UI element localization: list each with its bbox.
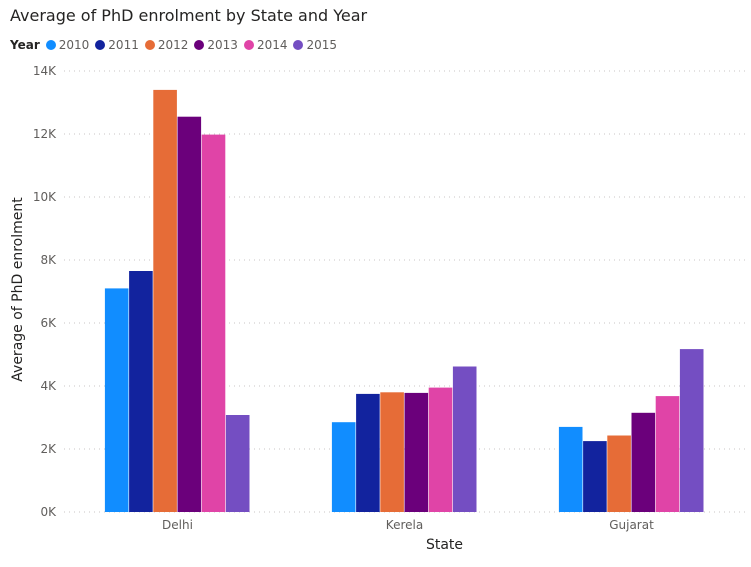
legend-dot-icon [194, 40, 205, 50]
legend-item-2012[interactable]: 2012 [144, 38, 189, 52]
bar-gujarat-2015 [679, 349, 704, 512]
legend-label: 2011 [108, 38, 139, 52]
x-tick-label: Gujarat [609, 518, 654, 532]
legend-item-2015[interactable]: 2015 [293, 38, 337, 52]
legend-item-2014[interactable]: 2014 [243, 38, 288, 52]
legend-item-2011[interactable]: 2011 [95, 38, 139, 52]
x-tick-label: Delhi [162, 518, 193, 532]
chart-title: Average of PhD enrolment by State and Ye… [10, 6, 368, 25]
legend-dot-icon [293, 40, 304, 50]
y-tick-label: 12K [33, 127, 57, 141]
legend-label: 2015 [306, 38, 338, 52]
legend-label: 2013 [207, 38, 238, 52]
y-tick-label: 8K [40, 253, 57, 267]
legend-label: 2012 [157, 38, 189, 52]
x-axis-title: State [426, 537, 463, 553]
legend-dot-icon [243, 40, 254, 50]
bar-kerela-2010 [331, 422, 356, 512]
bar-gujarat-2012 [607, 435, 631, 512]
legend-label: 2010 [58, 38, 90, 52]
legend-item-2010[interactable]: 2010 [45, 38, 90, 52]
bar-delhi-2014 [201, 134, 226, 512]
bar-gujarat-2010 [558, 426, 583, 512]
legend-title: Year [10, 38, 40, 52]
y-tick-label: 10K [33, 190, 57, 204]
bar-kerela-2013 [404, 392, 429, 512]
legend-label: 2014 [256, 38, 288, 52]
y-tick-label: 2K [40, 442, 57, 456]
y-tick-label: 14K [33, 64, 57, 78]
legend-dot-icon [144, 40, 155, 50]
bar-delhi-2012 [153, 89, 177, 513]
bar-kerela-2011 [356, 393, 380, 512]
y-tick-label: 6K [40, 316, 57, 330]
legend-item-2013[interactable]: 2013 [194, 38, 238, 52]
legend-dot-icon [45, 40, 56, 50]
y-tick-label: 4K [40, 379, 57, 393]
bar-delhi-2011 [129, 271, 153, 512]
bar-delhi-2015 [225, 415, 250, 512]
y-tick-label: 0K [40, 505, 57, 519]
bar-kerela-2015 [452, 366, 477, 512]
legend: Year 2010 2011 2012 2013 2014 2015 [10, 38, 343, 52]
bar-gujarat-2014 [655, 396, 680, 512]
bar-delhi-2010 [104, 288, 129, 512]
legend-dot-icon [95, 40, 106, 50]
bar-delhi-2013 [177, 116, 202, 512]
bar-gujarat-2011 [583, 441, 607, 512]
bar-kerela-2012 [380, 392, 404, 512]
bar-kerela-2014 [428, 387, 453, 512]
y-axis-title: Average of PhD enrolment [10, 197, 26, 382]
x-tick-label: Kerela [386, 518, 423, 532]
bar-gujarat-2013 [631, 412, 656, 512]
